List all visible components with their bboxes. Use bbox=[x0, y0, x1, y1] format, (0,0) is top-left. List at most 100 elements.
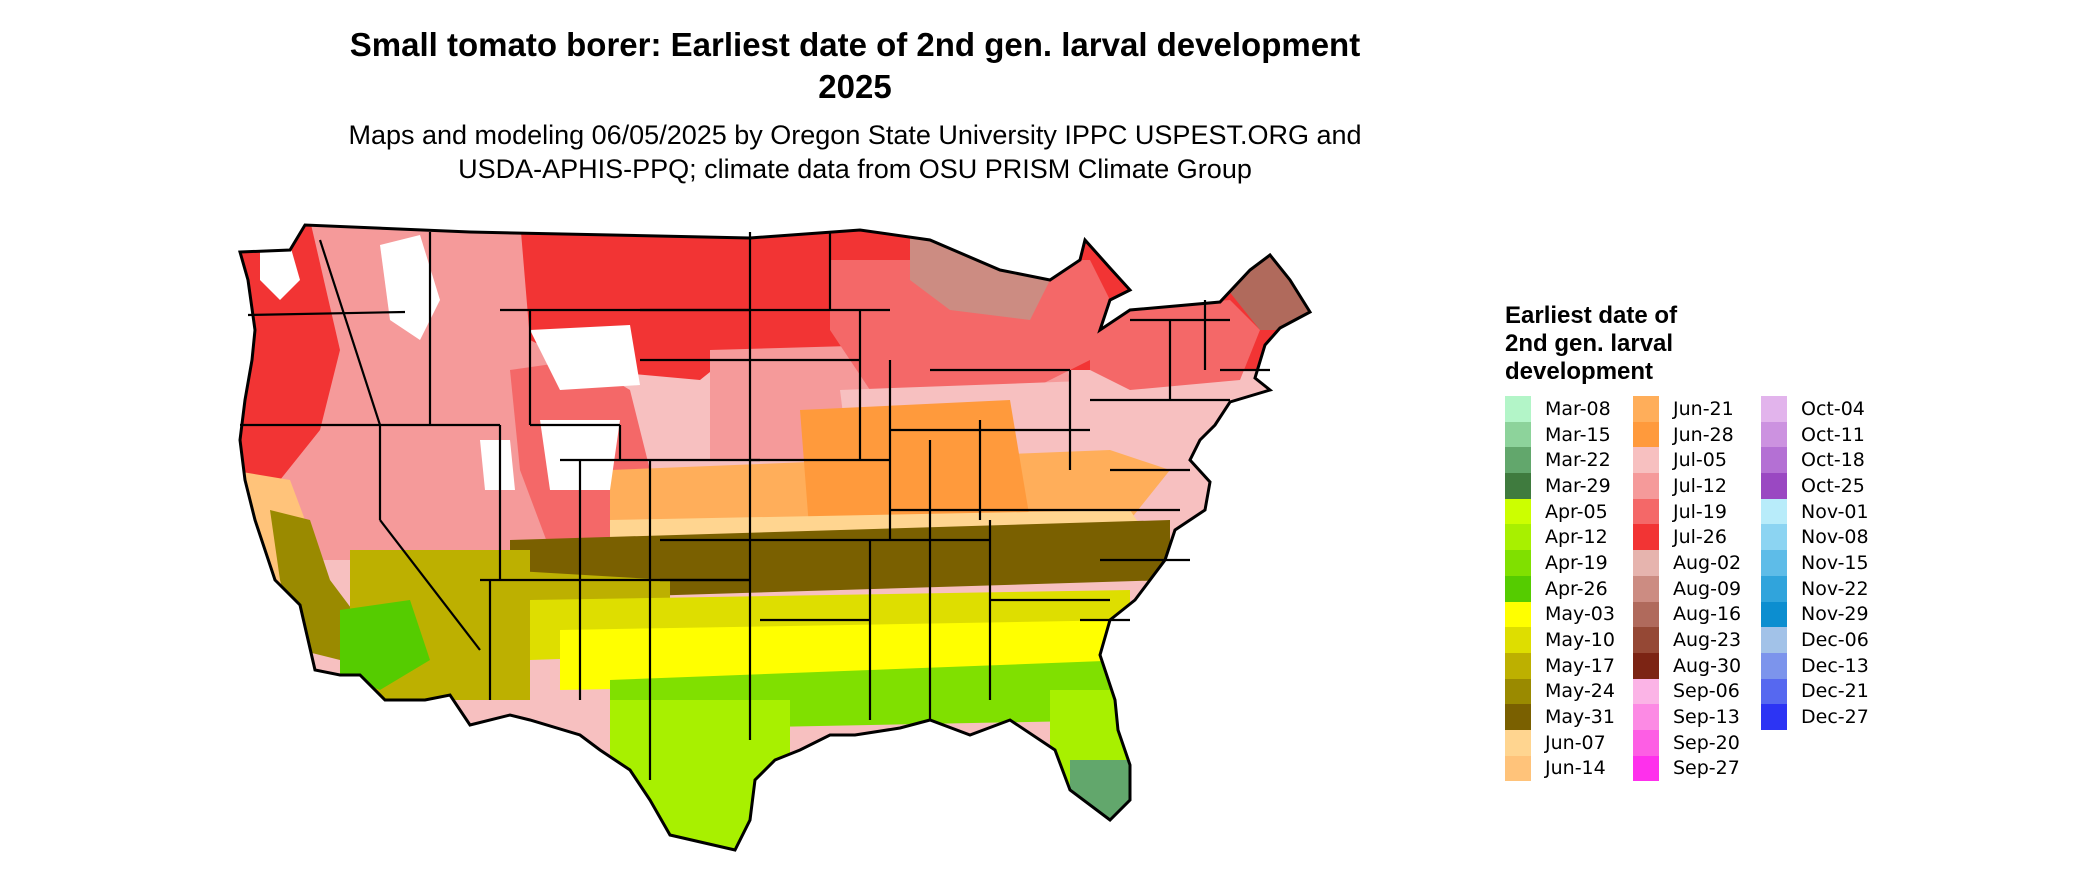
legend: Earliest date of 2nd gen. larval develop… bbox=[1505, 302, 1889, 782]
legend-item: Dec-06 bbox=[1761, 627, 1889, 653]
legend-label: Sep-06 bbox=[1673, 680, 1740, 703]
legend-item: Dec-21 bbox=[1761, 678, 1889, 705]
legend-label: Oct-25 bbox=[1801, 474, 1865, 497]
legend-label: Nov-08 bbox=[1801, 526, 1869, 549]
state-boundaries bbox=[238, 223, 1312, 852]
legend-swatch bbox=[1761, 447, 1787, 474]
map-zone-no-data-utah bbox=[480, 440, 515, 490]
legend-label: Mar-22 bbox=[1545, 449, 1611, 472]
legend-item: Nov-29 bbox=[1761, 601, 1889, 628]
legend-label: Sep-20 bbox=[1673, 731, 1740, 754]
legend-item: Dec-27 bbox=[1761, 704, 1889, 730]
legend-swatch bbox=[1505, 575, 1531, 602]
legend-label: Jun-07 bbox=[1545, 731, 1606, 754]
legend-label: Mar-15 bbox=[1545, 423, 1611, 446]
legend-item: Apr-19 bbox=[1505, 550, 1633, 576]
legend-label: Sep-27 bbox=[1673, 757, 1740, 780]
legend-label: Dec-13 bbox=[1801, 654, 1869, 677]
legend-label: Jun-21 bbox=[1673, 397, 1734, 420]
legend-swatch bbox=[1761, 601, 1787, 628]
legend-label: Jun-28 bbox=[1673, 423, 1734, 446]
legend-label: Jul-12 bbox=[1673, 474, 1727, 497]
legend-item: Nov-01 bbox=[1761, 498, 1889, 525]
legend-label: Jul-26 bbox=[1673, 526, 1727, 549]
legend-label: May-03 bbox=[1545, 603, 1615, 626]
legend-swatch bbox=[1505, 550, 1531, 576]
legend-item: Apr-05 bbox=[1505, 498, 1633, 525]
legend-label: Mar-08 bbox=[1545, 397, 1611, 420]
legend-swatch bbox=[1505, 447, 1531, 474]
legend-swatch bbox=[1633, 729, 1659, 756]
map-zone-northern-michigan bbox=[910, 230, 1050, 320]
legend-label: Aug-23 bbox=[1673, 629, 1742, 652]
legend-item: Oct-04 bbox=[1761, 396, 1889, 422]
legend-swatch bbox=[1761, 524, 1787, 551]
legend-title: Earliest date of 2nd gen. larval develop… bbox=[1505, 302, 1678, 385]
us-map bbox=[238, 223, 1312, 852]
legend-item: Jun-14 bbox=[1505, 755, 1633, 782]
legend-item: Dec-13 bbox=[1761, 652, 1889, 679]
legend-swatch bbox=[1633, 704, 1659, 730]
legend-swatch bbox=[1761, 704, 1787, 730]
map-zone-upper-midwest bbox=[830, 260, 1130, 390]
legend-label: Aug-30 bbox=[1673, 654, 1742, 677]
legend-item: Jun-28 bbox=[1633, 421, 1761, 448]
legend-swatch bbox=[1505, 755, 1531, 782]
legend-item: Aug-23 bbox=[1633, 627, 1761, 653]
map-zone-desert-low bbox=[340, 600, 430, 690]
legend-swatch bbox=[1633, 524, 1659, 551]
legend-label: Apr-26 bbox=[1545, 577, 1608, 600]
legend-swatch bbox=[1633, 421, 1659, 448]
legend-swatch bbox=[1505, 498, 1531, 525]
legend-swatch bbox=[1633, 678, 1659, 705]
legend-item: Sep-13 bbox=[1633, 704, 1761, 730]
legend-swatch bbox=[1761, 627, 1787, 653]
legend-item: Sep-27 bbox=[1633, 755, 1761, 782]
legend-swatch bbox=[1505, 601, 1531, 628]
legend-item: Aug-02 bbox=[1633, 550, 1761, 576]
legend-label: Aug-16 bbox=[1673, 603, 1742, 626]
legend-swatch bbox=[1505, 421, 1531, 448]
legend-swatch bbox=[1505, 678, 1531, 705]
legend-item: Apr-12 bbox=[1505, 524, 1633, 551]
legend-label: Dec-27 bbox=[1801, 706, 1869, 729]
legend-swatch bbox=[1633, 601, 1659, 628]
legend-label: Nov-01 bbox=[1801, 500, 1869, 523]
map-title-year: 2025 bbox=[818, 68, 892, 105]
legend-label: Jul-19 bbox=[1673, 500, 1727, 523]
legend-label: May-17 bbox=[1545, 654, 1615, 677]
legend-swatch bbox=[1761, 678, 1787, 705]
legend-item: Mar-15 bbox=[1505, 421, 1633, 448]
legend-item: Jun-21 bbox=[1633, 396, 1761, 422]
map-zone-no-data-cascades bbox=[260, 245, 300, 300]
legend-label: May-10 bbox=[1545, 629, 1615, 652]
map-header: Small tomato borer: Earliest date of 2nd… bbox=[0, 0, 1710, 186]
legend-item: Nov-08 bbox=[1761, 524, 1889, 551]
legend-swatch bbox=[1505, 704, 1531, 730]
legend-item: Oct-11 bbox=[1761, 421, 1889, 448]
legend-label: Dec-21 bbox=[1801, 680, 1869, 703]
legend-item: Jul-26 bbox=[1633, 524, 1761, 551]
legend-label: Nov-15 bbox=[1801, 551, 1869, 574]
legend-label: Jul-05 bbox=[1673, 449, 1727, 472]
legend-item: Sep-20 bbox=[1633, 729, 1761, 756]
legend-label: Jun-14 bbox=[1545, 757, 1606, 780]
legend-item: Aug-09 bbox=[1633, 575, 1761, 602]
map-zone-no-data-colorado bbox=[540, 420, 620, 490]
legend-item: Mar-08 bbox=[1505, 396, 1633, 422]
legend-item: Sep-06 bbox=[1633, 678, 1761, 705]
legend-item: Mar-22 bbox=[1505, 447, 1633, 474]
legend-swatch bbox=[1761, 473, 1787, 499]
map-zone-pacific-northwest bbox=[240, 225, 340, 480]
legend-swatch bbox=[1633, 396, 1659, 422]
legend-swatch bbox=[1761, 575, 1787, 602]
legend-item: Nov-15 bbox=[1761, 550, 1889, 576]
legend-items: Mar-08 Mar-15 Mar-22 Mar-29 Apr-05 Apr-12 Apr-… bbox=[1505, 396, 1889, 782]
legend-swatch bbox=[1633, 498, 1659, 525]
legend-swatch bbox=[1633, 627, 1659, 653]
legend-label: Apr-12 bbox=[1545, 526, 1608, 549]
legend-item: Apr-26 bbox=[1505, 575, 1633, 602]
map-zone-northeast bbox=[1090, 300, 1260, 390]
legend-swatch bbox=[1761, 498, 1787, 525]
legend-swatch bbox=[1505, 627, 1531, 653]
